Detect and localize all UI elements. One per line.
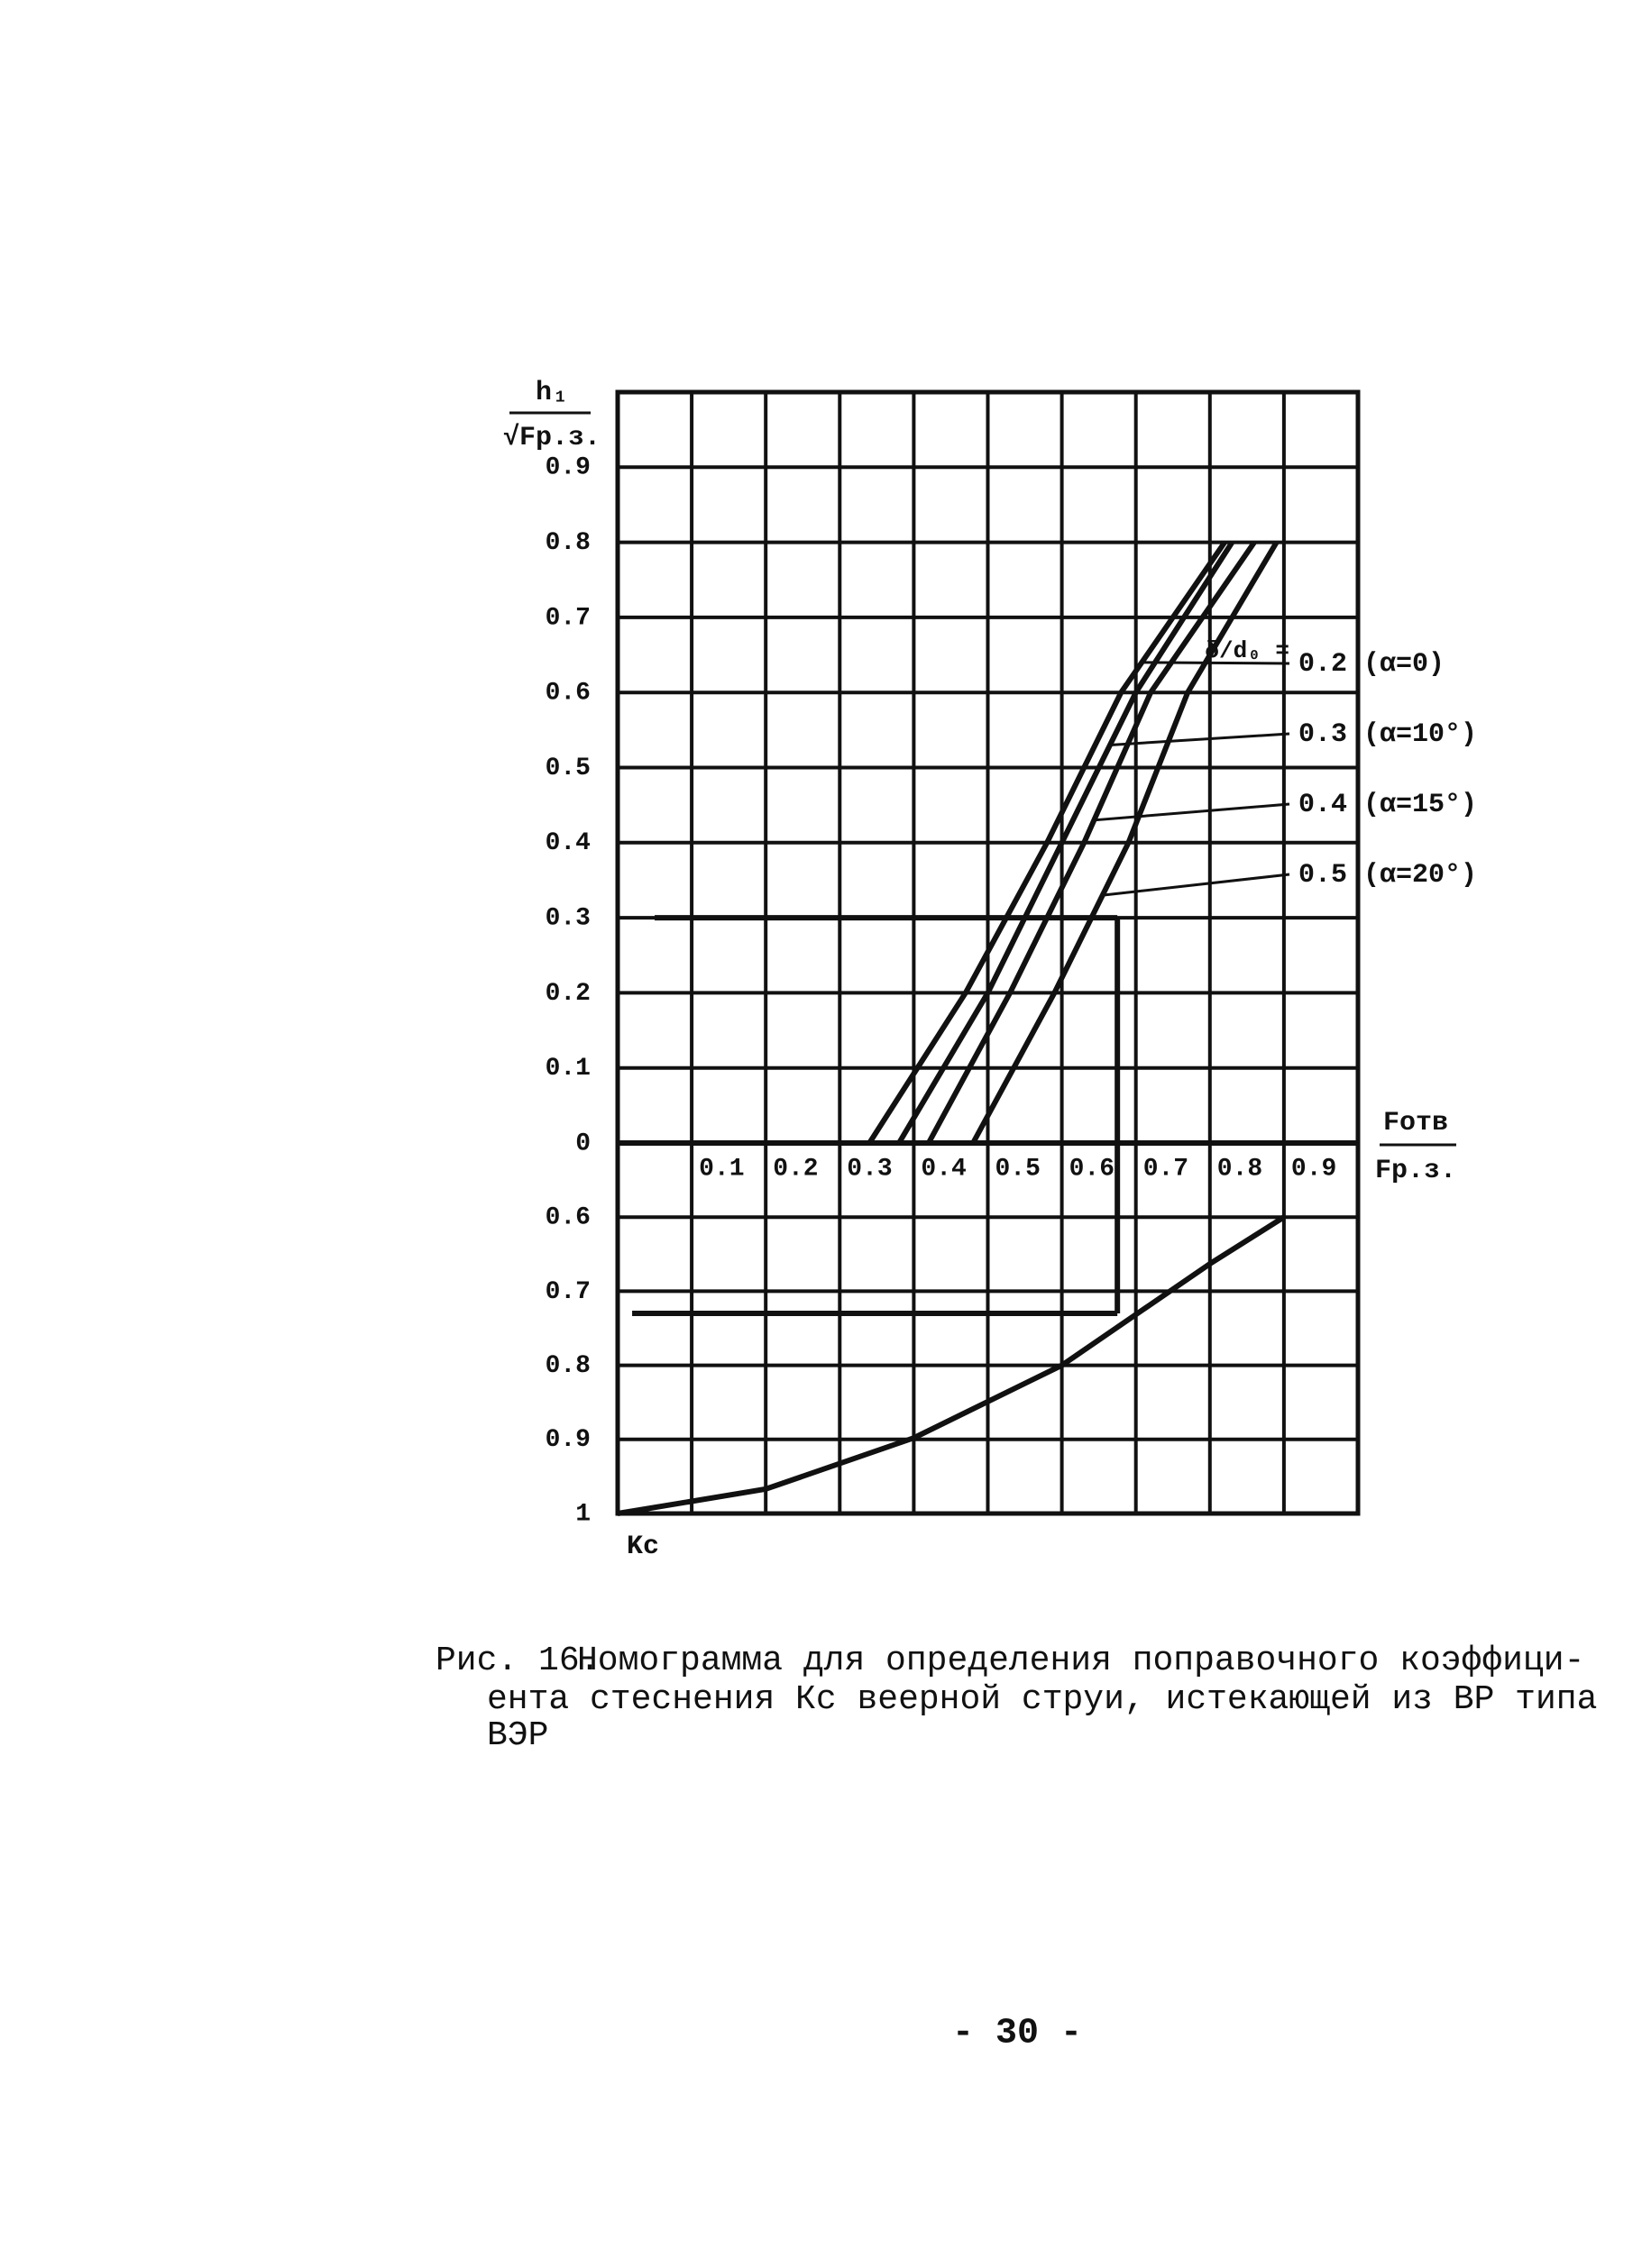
caption-label: Рис. 16. (436, 1642, 600, 1680)
y-tick-label: 0.2 (546, 980, 591, 1008)
legend-label: 0.3 (α=10°) (1298, 719, 1477, 750)
y-tick-label: 0.5 (546, 754, 591, 782)
y-tick-label: 0.8 (546, 529, 591, 557)
y-tick-label: 0.9 (546, 454, 591, 482)
legend-label: 0.2 (α=0) (1298, 649, 1445, 680)
k-tick-label: 0.9 (546, 1426, 591, 1454)
x-label: Fотв (1383, 1108, 1448, 1139)
k-tick-label: 0.7 (546, 1278, 591, 1306)
x-tick-label: 0.5 (995, 1155, 1041, 1183)
x-tick-label: 0.3 (847, 1155, 892, 1183)
x-tick-label: 0.9 (1291, 1155, 1336, 1183)
x-tick-label: 0.2 (773, 1155, 818, 1183)
caption-line: ВЭР (487, 1716, 548, 1755)
x-tick-label: 0.6 (1069, 1155, 1115, 1183)
x-tick-label: 0.1 (699, 1155, 744, 1183)
nomogram-curve (926, 540, 1257, 1145)
nomogram-curve (867, 540, 1227, 1145)
k-tick-label: 0.8 (546, 1352, 591, 1380)
legend-label: 0.5 (α=20°) (1298, 860, 1477, 891)
y-tick-label: 0.4 (546, 829, 591, 857)
page-number: - 30 - (952, 2014, 1082, 2054)
x-tick-label: 0.7 (1143, 1155, 1188, 1183)
k-label: Kc (627, 1532, 659, 1562)
leader-line (1094, 802, 1290, 822)
nomogram-curve (970, 541, 1280, 1145)
k-tick-label: 0.6 (546, 1204, 591, 1232)
y-tick-label: 0.6 (546, 680, 591, 708)
caption-line: ента стеснения Кс веерной струи, истекаю… (487, 1680, 1597, 1719)
y-tick-label: 0 (575, 1129, 591, 1157)
x-label: Fр.з. (1375, 1156, 1456, 1186)
x-tick-label: 0.8 (1217, 1155, 1262, 1183)
x-tick-label: 0.4 (921, 1155, 966, 1183)
k-tick-label: 1 (575, 1500, 591, 1528)
caption-line: Номограмма для определения поправочного … (577, 1642, 1584, 1680)
legend-label: 0.4 (α=15°) (1298, 790, 1477, 820)
legend-title: δ/d₀ = (1205, 637, 1289, 664)
y-label: √Fр.з. (503, 423, 601, 453)
y-tick-label: 0.7 (546, 604, 591, 632)
y-label: h₁ (536, 378, 568, 408)
y-tick-label: 0.1 (546, 1055, 591, 1083)
kc-curve (617, 1214, 1286, 1516)
nomogram-curve (896, 540, 1234, 1145)
y-tick-label: 0.3 (546, 904, 591, 932)
leader-line (1102, 873, 1290, 897)
leader-line (1109, 732, 1290, 747)
